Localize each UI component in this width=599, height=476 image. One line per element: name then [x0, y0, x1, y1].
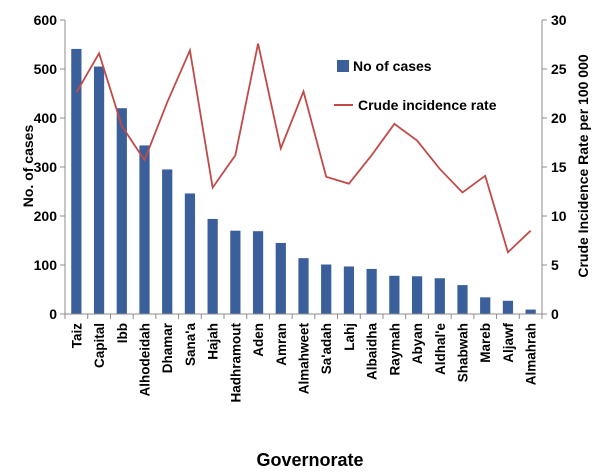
bar — [139, 145, 150, 314]
bar — [321, 264, 332, 314]
right-tick-label: 0 — [551, 306, 559, 322]
y-axis-title: No. of cases — [20, 125, 36, 208]
right-tick-label: 15 — [551, 159, 567, 175]
bar — [298, 258, 309, 314]
category-label: Aljawf — [501, 323, 516, 363]
category-label: Hadhramout — [228, 323, 243, 403]
category-label: Raymah — [387, 323, 402, 376]
bar — [184, 193, 196, 314]
category-label: Alhodeidah — [138, 323, 153, 397]
category-label: Aden — [251, 323, 266, 357]
left-axis-tick-labels: 0 100 200 300 400 500 600 — [34, 12, 58, 322]
category-label: Abyan — [410, 323, 425, 364]
bar — [411, 276, 423, 314]
category-label: Ibb — [115, 323, 130, 343]
category-label: Capital — [92, 323, 107, 368]
left-tick-label: 600 — [34, 12, 58, 28]
right-tick-label: 10 — [551, 208, 567, 224]
bar — [502, 300, 514, 314]
left-tick-label: 100 — [34, 257, 58, 273]
left-tick-label: 400 — [34, 110, 58, 126]
category-label: Lahj — [342, 323, 357, 351]
left-tick-label: 500 — [34, 61, 58, 77]
bar — [366, 268, 377, 314]
category-label: Taiz — [69, 323, 84, 349]
category-label: Dhamar — [160, 322, 175, 373]
bar — [480, 297, 491, 314]
bar — [275, 242, 286, 314]
bar — [162, 169, 173, 314]
left-tick-label: 200 — [34, 208, 58, 224]
bar — [525, 309, 536, 314]
category-label: Aldhal'e — [433, 323, 448, 375]
right-tick-label: 5 — [551, 257, 559, 273]
category-label: Almahweet — [297, 323, 312, 395]
x-axis-title: Governorate — [256, 450, 363, 470]
category-label: Shabwah — [456, 323, 471, 382]
category-label: Amran — [274, 323, 289, 366]
left-tick-label: 300 — [34, 159, 58, 175]
category-tick-labels: Taiz Capital Ibb Alhodeidah Dhamar Sana'a Haja… — [69, 322, 538, 402]
bar — [343, 266, 355, 314]
legend-swatch-bar — [337, 60, 349, 72]
axes — [60, 19, 547, 319]
bar — [207, 218, 218, 314]
category-label: Albaidha — [365, 323, 380, 380]
legend: No of cases Crude incidence rate — [334, 58, 497, 113]
rate-line — [75, 43, 532, 254]
category-label: Mareb — [478, 323, 493, 363]
legend-label-rate: Crude incidence rate — [358, 97, 497, 113]
left-tick-label: 0 — [49, 306, 57, 322]
right-tick-label: 25 — [551, 61, 567, 77]
bar — [252, 231, 264, 314]
bar — [434, 278, 445, 314]
bar — [230, 230, 241, 314]
bar — [93, 66, 105, 314]
bar — [71, 48, 82, 314]
y2-axis-title: Crude Incidence Rate per 100 000 — [575, 54, 591, 278]
category-label: Sana'a — [183, 323, 198, 366]
bar — [457, 285, 468, 314]
right-tick-label: 30 — [551, 12, 567, 28]
bar-series — [71, 48, 536, 314]
category-label: Sa'adah — [319, 323, 334, 374]
right-axis-tick-labels: 0 5 10 15 20 25 30 — [551, 12, 567, 322]
category-label: Hajah — [206, 323, 221, 360]
bar — [389, 275, 400, 314]
line-series — [75, 43, 532, 254]
legend-label-cases: No of cases — [353, 58, 432, 74]
bar — [116, 108, 127, 314]
category-label: Almahrah — [524, 323, 539, 385]
right-tick-label: 20 — [551, 110, 567, 126]
